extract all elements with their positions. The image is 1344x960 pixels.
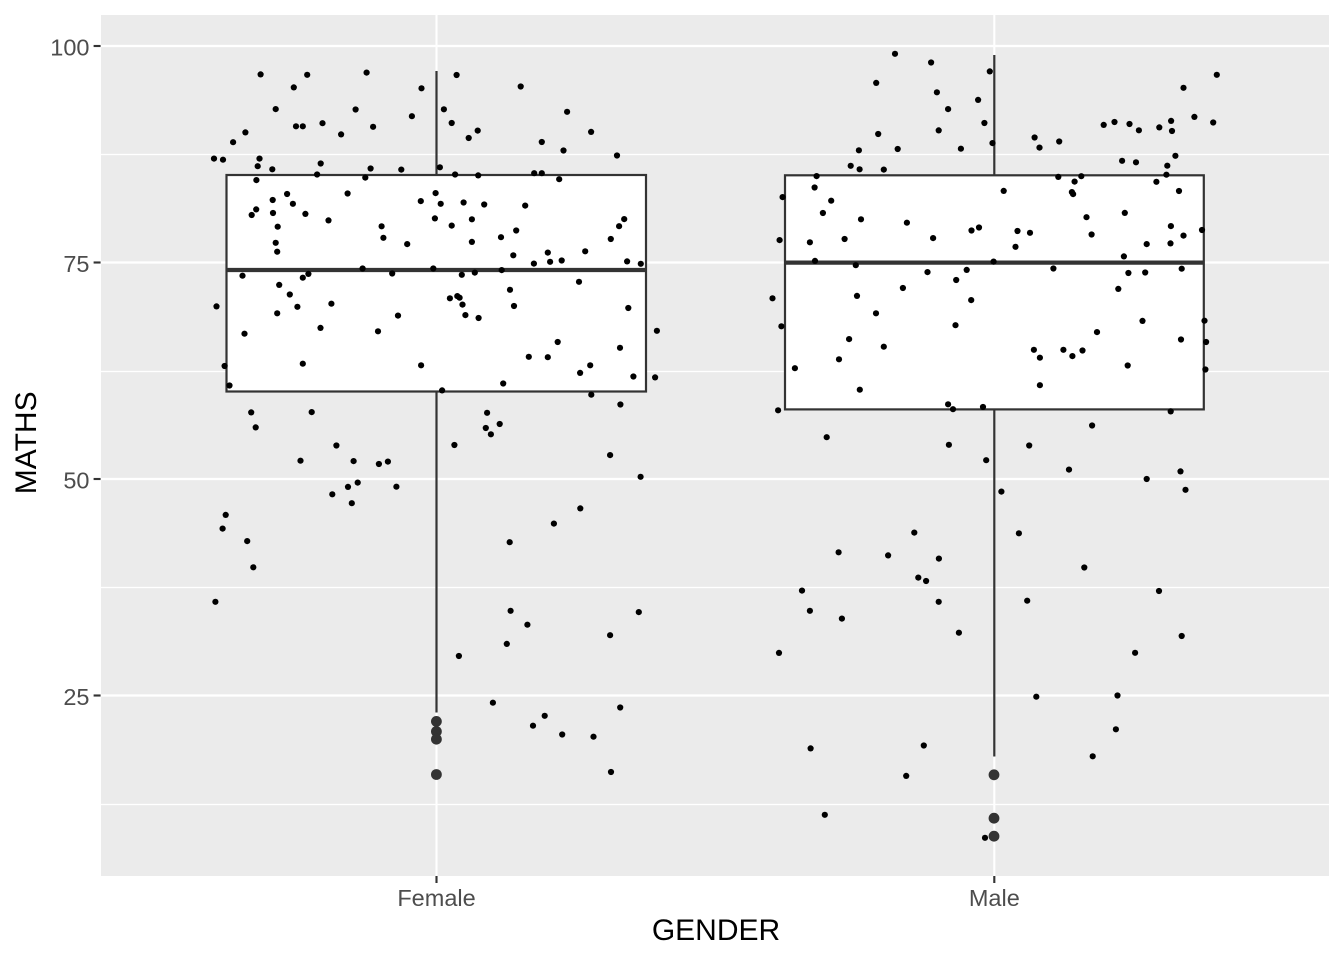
svg-text:GENDER: GENDER — [652, 914, 780, 947]
svg-text:50: 50 — [63, 468, 89, 494]
svg-text:MATHS: MATHS — [10, 391, 43, 494]
svg-text:100: 100 — [50, 35, 89, 61]
svg-text:25: 25 — [63, 684, 89, 710]
svg-text:Male: Male — [969, 885, 1020, 911]
svg-text:75: 75 — [63, 251, 89, 277]
svg-text:Female: Female — [397, 885, 475, 911]
